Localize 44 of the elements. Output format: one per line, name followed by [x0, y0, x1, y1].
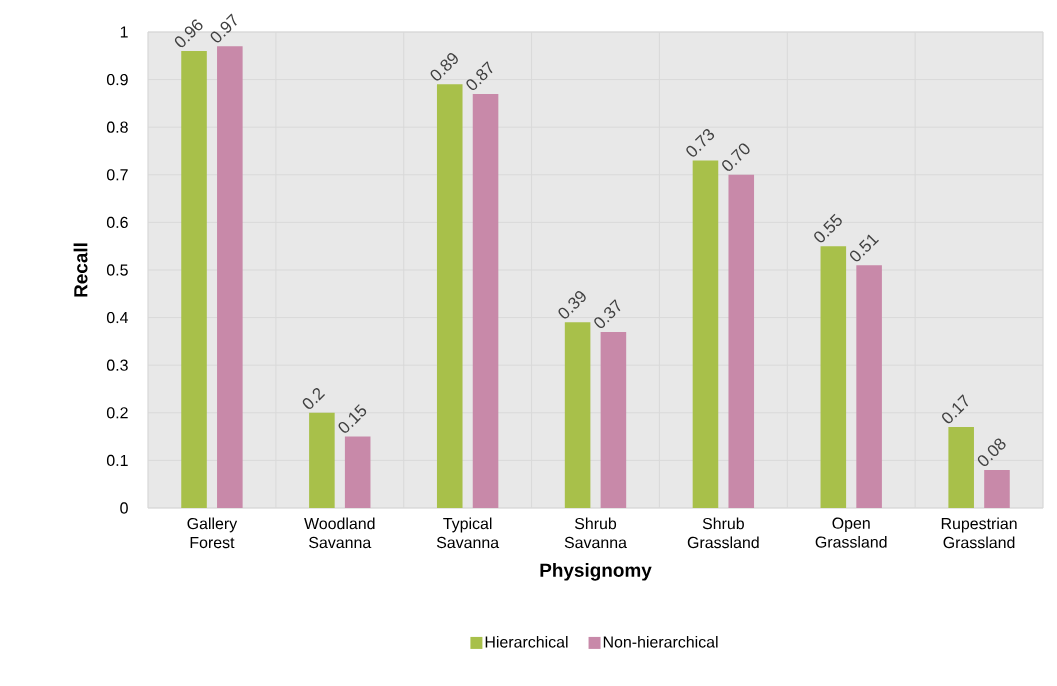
x-axis-title: Physignomy — [540, 562, 652, 581]
y-tick-label: 0.7 — [106, 169, 128, 181]
y-tick-label: 1 — [120, 26, 128, 38]
bar — [472, 93, 499, 508]
y-tick-label: 0.3 — [106, 359, 128, 371]
legend-label: Non-hierarchical — [603, 635, 718, 648]
bar — [948, 427, 974, 508]
data-label: 0.89 — [430, 53, 458, 81]
bar — [181, 51, 207, 508]
y-tick-label: 0.9 — [106, 73, 128, 86]
bar — [692, 160, 719, 508]
legend-label: Hierarchical — [485, 635, 568, 648]
x-tick-label: Shrub Savanna — [564, 517, 627, 549]
y-axis-title: Recall — [73, 243, 88, 297]
data-label: 0.51 — [850, 234, 879, 262]
bar — [728, 174, 755, 508]
bar — [820, 246, 847, 508]
data-label: 0.96 — [174, 19, 203, 48]
data-label: 0.73 — [686, 129, 715, 157]
data-label: 0.2 — [302, 387, 326, 409]
bar — [217, 46, 243, 508]
y-tick-label: 0.1 — [106, 454, 128, 467]
y-tick-label: 0.4 — [106, 311, 129, 324]
y-tick-label: 0 — [120, 502, 128, 514]
x-tick-label: Typical Savanna — [436, 517, 500, 549]
x-tick-label: Rupestrian Grassland — [941, 517, 1017, 549]
y-tick-label: 0.5 — [106, 264, 128, 276]
y-tick-label: 0.8 — [106, 121, 128, 133]
bar — [436, 84, 463, 508]
x-tick-label: Gallery Forest — [187, 517, 238, 549]
data-label: 0.08 — [977, 438, 1006, 467]
bar — [984, 469, 1010, 508]
y-tick-label: 0.2 — [106, 407, 128, 419]
y-tick-label: 0.6 — [106, 216, 128, 229]
bar — [856, 265, 882, 508]
x-tick-label: Woodland Savanna — [304, 517, 375, 549]
data-label: 0.39 — [558, 291, 586, 319]
bar — [600, 331, 627, 508]
data-label: 0.70 — [722, 143, 750, 171]
bar — [564, 322, 591, 508]
x-tick-label: Open Grassland — [815, 517, 887, 548]
bar — [344, 436, 371, 508]
bar — [309, 412, 335, 508]
x-tick-label: Shrub Grassland — [687, 517, 759, 549]
